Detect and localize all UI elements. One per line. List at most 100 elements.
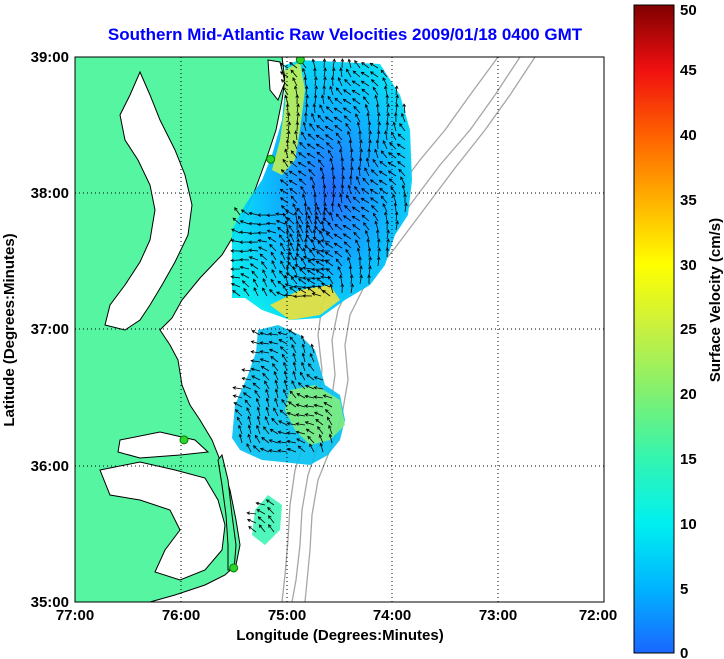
velocity-vector — [340, 275, 343, 285]
velocity-vector — [296, 113, 299, 123]
velocity-patch-hatteras — [252, 495, 282, 545]
velocity-vector-head — [315, 269, 320, 273]
radar-site-marker — [266, 154, 276, 164]
velocity-vector — [370, 179, 379, 186]
velocity-vector-head — [277, 227, 281, 231]
velocity-vector-head — [230, 239, 235, 243]
velocity-vector-head — [387, 161, 392, 166]
velocity-vector-head — [232, 217, 237, 222]
velocity-vector-head — [323, 67, 327, 72]
velocity-vector — [276, 213, 286, 216]
velocity-vector — [268, 524, 275, 533]
velocity-vector — [289, 336, 297, 345]
velocity-vector-head — [264, 380, 268, 385]
velocity-vector — [257, 416, 261, 426]
velocity-vector — [232, 217, 241, 225]
velocity-vector — [359, 275, 362, 285]
velocity-vector — [262, 269, 268, 279]
velocity-vector — [270, 252, 277, 261]
velocity-vector — [278, 332, 288, 336]
velocity-vector — [298, 162, 307, 168]
velocity-vector — [298, 233, 304, 243]
velocity-vector — [302, 353, 306, 363]
velocity-vector — [343, 225, 352, 231]
velocity-vector — [307, 259, 316, 267]
velocity-vector — [325, 242, 334, 249]
velocity-vector-head — [261, 261, 265, 265]
velocity-vector-head — [346, 68, 350, 73]
velocity-vector-head — [311, 292, 316, 296]
velocity-vector-head — [332, 184, 336, 189]
velocity-vector-head — [278, 339, 283, 343]
velocity-vector-head — [302, 294, 306, 298]
velocity-vector-head — [271, 417, 275, 422]
velocity-vector-head — [315, 143, 320, 147]
velocity-vector — [393, 122, 397, 132]
velocity-vector-head — [296, 238, 300, 243]
velocity-vector — [325, 134, 334, 141]
velocity-vector-head — [324, 125, 329, 130]
velocity-vector-head — [291, 380, 295, 384]
velocity-vector — [287, 122, 290, 132]
velocity-vector-head — [258, 246, 262, 250]
velocity-vector — [236, 417, 243, 426]
velocity-vector — [321, 276, 331, 279]
velocity-vector-head — [363, 222, 367, 226]
velocity-vector — [299, 268, 307, 276]
velocity-vector — [382, 77, 388, 87]
velocity-vector-head — [344, 204, 348, 209]
velocity-vector — [341, 167, 344, 177]
velocity-vector — [246, 407, 252, 417]
velocity-vector — [329, 86, 334, 96]
velocity-vector-head — [389, 141, 393, 146]
velocity-vector-head — [342, 107, 347, 111]
velocity-vector — [295, 131, 298, 141]
velocity-vector-head — [350, 157, 354, 162]
velocity-vector-head — [295, 403, 300, 407]
velocity-vector — [313, 237, 322, 243]
velocity-vector-head — [327, 149, 332, 154]
velocity-vector-head — [320, 249, 324, 253]
velocity-vector — [316, 251, 325, 258]
velocity-vector-head — [317, 240, 321, 245]
velocity-vector — [379, 179, 388, 186]
velocity-vector — [305, 421, 315, 426]
velocity-vector-head — [292, 77, 296, 81]
velocity-vector-head — [312, 236, 317, 241]
velocity-vector-head — [347, 184, 352, 189]
velocity-vector — [366, 158, 370, 168]
velocity-vector — [350, 158, 353, 168]
velocity-vector — [279, 234, 286, 243]
velocity-vector — [367, 239, 370, 249]
velocity-vector-head — [355, 113, 359, 118]
velocity-vector-head — [289, 242, 293, 246]
velocity-vector-head — [284, 148, 288, 153]
velocity-vector-head — [277, 280, 282, 285]
velocity-vector — [305, 395, 315, 399]
velocity-vector — [306, 234, 313, 243]
velocity-vector — [260, 342, 270, 345]
velocity-vector — [268, 515, 275, 524]
velocity-vector-head — [376, 256, 381, 260]
velocity-vector — [289, 287, 298, 294]
velocity-vector — [270, 279, 277, 288]
velocity-vector — [304, 245, 313, 252]
velocity-vector-head — [230, 282, 235, 287]
velocity-vector — [321, 228, 331, 234]
velocity-vector — [303, 256, 313, 261]
velocity-vector — [348, 59, 352, 69]
velocity-vector-head — [304, 245, 308, 249]
velocity-vector-head — [358, 130, 362, 134]
velocity-vector-head — [372, 212, 377, 217]
velocity-vector — [278, 441, 288, 444]
velocity-vector-head — [259, 341, 264, 345]
velocity-vector-head — [379, 160, 384, 165]
colorbar-tick-label: 45 — [680, 62, 697, 79]
velocity-vector-head — [257, 516, 262, 520]
velocity-vector — [294, 212, 298, 222]
velocity-vector-head — [266, 221, 270, 226]
velocity-vector-head — [296, 229, 300, 234]
velocity-vector — [232, 290, 241, 297]
velocity-vector — [350, 275, 353, 285]
velocity-vector — [380, 69, 388, 78]
